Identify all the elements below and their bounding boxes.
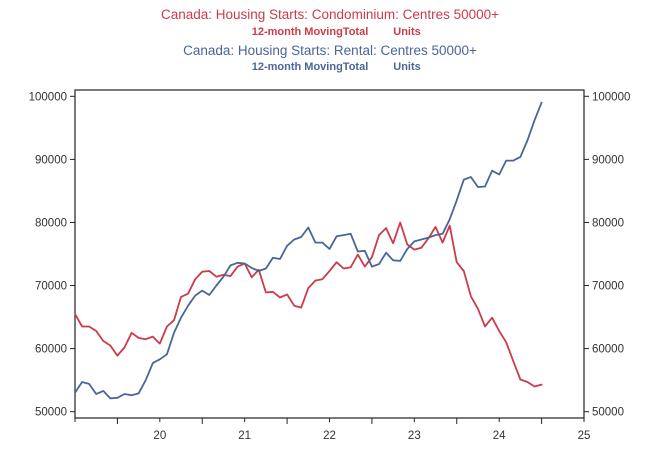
x-tick-label: 20 [153,430,166,442]
rental-series-line [74,101,543,400]
chart-title-rental-main: Canada: Housing Starts: Rental: Centres … [183,43,477,58]
y-tick-label-right: 50000 [592,407,624,419]
y-tick-label-left: 70000 [35,281,67,293]
chart-title-condo: Canada: Housing Starts: Condominium: Cen… [161,7,499,38]
y-tick-label-right: 80000 [592,217,624,229]
chart-title-rental: Canada: Housing Starts: Rental: Centres … [183,43,477,73]
y-axis-right: 50000 60000 70000 80000 90000 100000 [584,91,630,419]
x-tick-label: 25 [578,430,591,442]
x-tick-label: 21 [238,430,251,442]
y-tick-label-right: 70000 [592,281,624,293]
y-tick-label-left: 50000 [35,407,67,419]
x-tick-label: 23 [408,430,421,442]
chart-title-rental-measure: 12-month MovingTotal [252,61,369,73]
y-tick-label-right: 100000 [592,91,630,103]
y-tick-label-left: 90000 [35,154,67,166]
x-axis: 20 21 22 23 24 25 [74,418,591,442]
y-tick-label-right: 60000 [592,344,624,356]
y-tick-label-left: 80000 [35,217,67,229]
chart-title-condo-unit: Units [393,26,421,38]
chart-title-condo-measure: 12-month MovingTotal [252,26,369,38]
x-tick-label: 24 [493,430,506,442]
chart-title-condo-main: Canada: Housing Starts: Condominium: Cen… [161,7,499,22]
y-tick-label-left: 60000 [35,344,67,356]
chart-title-rental-unit: Units [393,61,421,73]
y-tick-label-right: 90000 [592,154,624,166]
y-axis-left: 50000 60000 70000 80000 90000 100000 [29,91,75,419]
condo-series-line [74,221,543,388]
series-layer [74,101,543,400]
x-tick-label: 22 [323,430,336,442]
y-tick-label-left: 100000 [29,91,67,103]
